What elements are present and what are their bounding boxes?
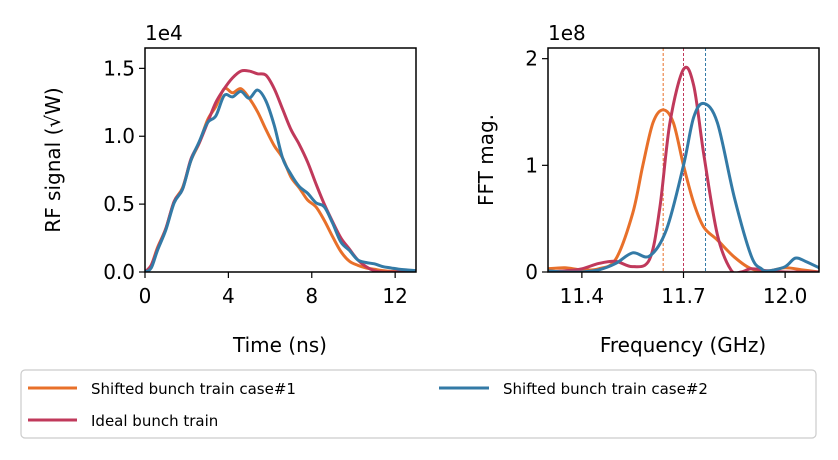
fft-xtick-label: 12.0	[763, 284, 808, 308]
fft-xtick-label: 11.7	[661, 284, 706, 308]
time-ytick-label: 1.5	[103, 56, 135, 80]
fft-plot-ticks: 11.4 11.7 12.0 0 1 2	[525, 47, 807, 308]
time-series-lines	[145, 68, 416, 272]
time-ytick-label: 0.0	[103, 260, 135, 284]
legend-label-case1: Shifted bunch train case#1	[91, 380, 296, 398]
fft-plot-offset-text: 1e8	[548, 21, 586, 45]
fft-plot-ylabel: FFT mag.	[474, 114, 498, 206]
time-ytick-label: 0.5	[103, 192, 135, 216]
frequency-domain-plot: 11.4 11.7 12.0 0 1 2 1e8 Frequency (GHz) FFT …	[474, 21, 820, 357]
legend-box	[20, 369, 817, 439]
time-domain-plot: 0 4 8 12 0.0 0.5 1.0 1.5 1e4 Time (ns) RF signa…	[41, 21, 417, 357]
time-series-line-3	[145, 88, 416, 272]
fft-ytick-label: 0	[525, 260, 538, 284]
fft-plot-xlabel: Frequency (GHz)	[600, 333, 766, 357]
time-xtick-label: 12	[382, 284, 407, 308]
time-xtick-label: 0	[139, 284, 152, 308]
fft-series-line-3	[548, 101, 819, 272]
time-plot-offset-text: 1e4	[145, 21, 183, 45]
time-xtick-label: 4	[222, 284, 235, 308]
time-plot-xlabel: Time (ns)	[232, 333, 327, 357]
time-plot-ticks: 0 4 8 12 0.0 0.5 1.0 1.5	[103, 56, 408, 308]
time-xtick-label: 8	[305, 284, 318, 308]
fft-ytick-label: 2	[525, 47, 538, 71]
time-plot-ylabel: RF signal (√W)	[41, 87, 65, 232]
time-plot-frame	[144, 47, 417, 273]
legend-label-case2: Shifted bunch train case#2	[503, 380, 708, 398]
fft-ytick-label: 1	[525, 153, 538, 177]
time-series-line-2	[145, 68, 416, 272]
time-ytick-label: 1.0	[103, 124, 135, 148]
fft-series-lines	[548, 48, 819, 272]
legend-label-ideal: Ideal bunch train	[91, 412, 218, 430]
legend: Shifted bunch train case#1 Ideal bunch t…	[20, 369, 817, 439]
fft-xtick-label: 11.4	[560, 284, 605, 308]
